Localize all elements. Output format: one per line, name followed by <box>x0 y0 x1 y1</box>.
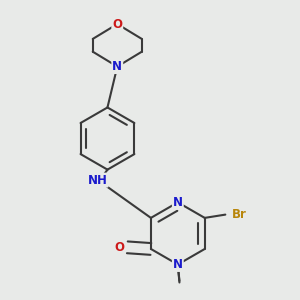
Text: O: O <box>112 17 122 31</box>
Text: N: N <box>173 196 183 209</box>
Text: N: N <box>173 258 183 271</box>
Text: Br: Br <box>232 208 247 221</box>
Text: NH: NH <box>88 174 108 187</box>
Text: N: N <box>112 60 122 73</box>
Text: O: O <box>115 241 125 254</box>
